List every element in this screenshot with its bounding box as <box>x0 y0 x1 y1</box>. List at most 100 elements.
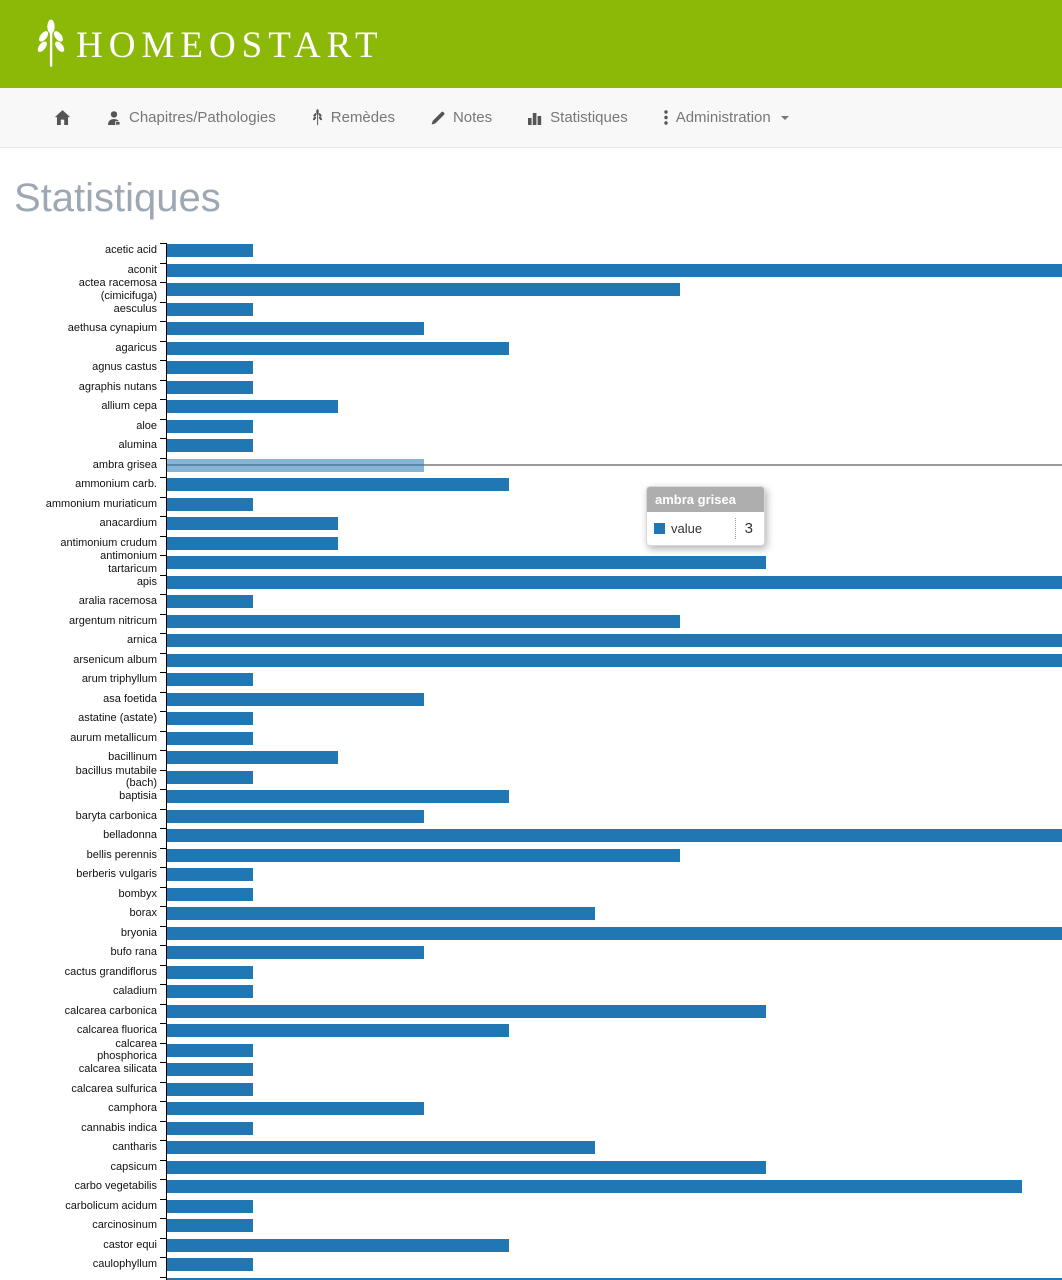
bar[interactable] <box>167 497 253 511</box>
category-label: actea racemosa (cimicifuga) <box>78 277 157 302</box>
nav-item-administration[interactable]: Administration <box>663 109 789 126</box>
axis-tick <box>160 691 166 693</box>
nav-item-home[interactable] <box>54 109 71 126</box>
category-label: antimonium crudum <box>60 536 157 549</box>
nav-item-statistiques[interactable]: Statistiques <box>527 109 628 126</box>
nav-item-chapitres-pathologies[interactable]: Chapitres/Pathologies <box>106 109 276 126</box>
nav-item-notes[interactable]: Notes <box>430 109 492 126</box>
bar[interactable] <box>167 361 253 374</box>
bar[interactable] <box>167 731 253 745</box>
bar[interactable] <box>167 1160 766 1174</box>
bar[interactable] <box>167 1082 253 1096</box>
axis-tick <box>160 984 166 985</box>
bar[interactable] <box>167 985 253 998</box>
bar[interactable] <box>167 1199 253 1213</box>
bar[interactable] <box>167 1102 424 1115</box>
bar[interactable] <box>167 634 1062 647</box>
bar[interactable] <box>167 1063 253 1076</box>
home-icon <box>54 109 71 126</box>
category-label: bombyx <box>118 887 157 900</box>
category-label: calcarea sulfurica <box>71 1082 157 1095</box>
bar[interactable] <box>167 419 253 433</box>
category-label: arum triphyllum <box>81 673 157 686</box>
wheat-logo-icon[interactable] <box>34 19 68 69</box>
bar[interactable] <box>167 575 1062 589</box>
bar[interactable] <box>167 1258 253 1271</box>
category-label: agaricus <box>115 341 157 354</box>
bar[interactable] <box>167 829 1062 842</box>
category-label: baryta carbonica <box>75 809 157 822</box>
bar[interactable] <box>167 283 680 296</box>
bar[interactable] <box>167 439 253 452</box>
axis-tick <box>160 418 166 420</box>
bar[interactable] <box>167 400 338 413</box>
bar[interactable] <box>167 1024 509 1037</box>
bar[interactable] <box>167 1238 509 1252</box>
bar[interactable] <box>167 556 766 569</box>
bar[interactable] <box>167 868 253 881</box>
chevron-down-icon <box>780 115 789 120</box>
axis-tick <box>160 769 166 771</box>
axis-tick <box>160 360 166 361</box>
category-label: arnica <box>127 634 157 647</box>
bar[interactable] <box>167 692 424 706</box>
bar[interactable] <box>167 907 595 920</box>
axis-tick <box>160 750 166 751</box>
nav-item-label: Remèdes <box>330 109 395 126</box>
bar-highlighted[interactable] <box>167 458 424 472</box>
bar[interactable] <box>167 790 509 803</box>
category-label: bellis perennis <box>86 848 157 861</box>
bar[interactable] <box>167 517 338 530</box>
bar[interactable] <box>167 595 253 608</box>
bar[interactable] <box>167 653 1062 667</box>
axis-tick <box>160 1257 166 1258</box>
bar[interactable] <box>167 380 253 394</box>
category-label: antimonium tartaricum <box>100 550 157 575</box>
brand-title[interactable]: HOMEOSTART <box>76 24 384 66</box>
bar[interactable] <box>167 965 253 979</box>
bar[interactable] <box>167 946 424 959</box>
bar[interactable] <box>167 302 253 316</box>
pencil-icon <box>430 110 446 126</box>
axis-tick <box>160 301 166 303</box>
page-title: Statistiques <box>14 176 221 220</box>
bar[interactable] <box>167 1043 253 1057</box>
bar[interactable] <box>167 1004 766 1018</box>
bar[interactable] <box>167 1277 1062 1280</box>
category-label: calcarea carbonica <box>64 1004 157 1017</box>
bar[interactable] <box>167 478 509 491</box>
bar[interactable] <box>167 809 424 823</box>
axis-tick <box>160 789 166 790</box>
nav-item-remedes[interactable]: Remèdes <box>311 109 395 126</box>
bar[interactable] <box>167 848 680 862</box>
bar[interactable] <box>167 322 424 335</box>
axis-tick <box>160 477 166 478</box>
bar[interactable] <box>167 244 253 257</box>
bar[interactable] <box>167 1141 595 1154</box>
bar[interactable] <box>167 1219 253 1232</box>
bar[interactable] <box>167 263 1062 277</box>
category-label: carcinosinum <box>92 1219 157 1232</box>
bar[interactable] <box>167 887 253 901</box>
axis-tick <box>160 496 166 498</box>
bar[interactable] <box>167 536 338 550</box>
axis-tick <box>160 828 166 829</box>
axis-tick <box>160 535 166 537</box>
tooltip-row: value 3 <box>647 512 764 545</box>
bar[interactable] <box>167 712 253 725</box>
bar[interactable] <box>167 1180 1022 1193</box>
bar[interactable] <box>167 751 338 764</box>
doctor-icon <box>106 110 122 126</box>
bar[interactable] <box>167 1121 253 1135</box>
bar[interactable] <box>167 673 253 686</box>
tooltip-value: 3 <box>734 518 757 539</box>
axis-tick <box>160 633 166 634</box>
bar[interactable] <box>167 926 1062 940</box>
category-label: carbo vegetabilis <box>74 1180 157 1193</box>
crosshair-guideline <box>167 463 1062 466</box>
category-label: anacardium <box>99 517 157 530</box>
axis-tick <box>160 1159 166 1161</box>
bar[interactable] <box>167 341 509 355</box>
bar[interactable] <box>167 614 680 628</box>
bar[interactable] <box>167 770 253 784</box>
